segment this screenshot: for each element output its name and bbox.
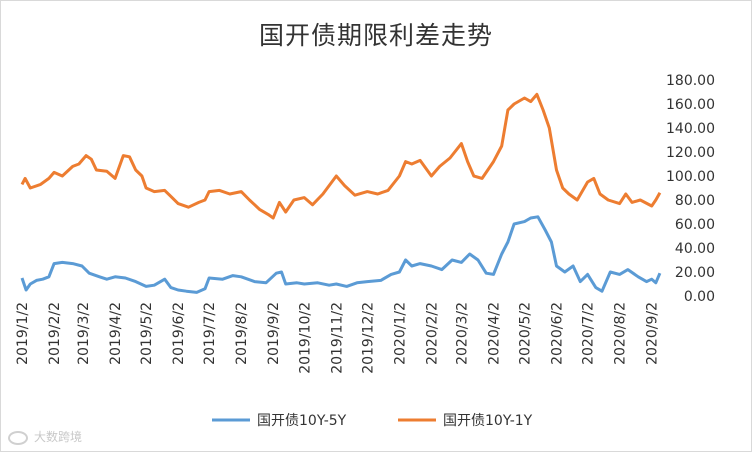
legend-label-2: 国开债10Y-1Y	[443, 413, 533, 429]
x-tick-label: 2019/9/2	[266, 302, 282, 365]
watermark-text: 大数跨境	[34, 430, 83, 444]
x-tick-label: 2020/5/2	[518, 302, 534, 365]
series-line-1	[20, 215, 662, 294]
legend-label-1: 国开债10Y-5Y	[257, 413, 347, 429]
y-tick-label: 160.00	[666, 97, 715, 113]
x-tick-label: 2020/8/2	[613, 302, 629, 365]
x-tick-label: 2019/11/2	[329, 302, 345, 374]
y-tick-label: 40.00	[675, 241, 715, 257]
x-tick-label: 2019/3/2	[76, 302, 92, 365]
chart-title: 国开债期限利差走势	[258, 21, 493, 50]
x-tick-label: 2020/6/2	[550, 302, 566, 365]
x-tick-label: 2019/12/2	[360, 302, 376, 374]
x-tick-label: 2020/9/2	[645, 302, 661, 365]
x-tick-label: 2020/1/2	[392, 302, 408, 365]
y-tick-label: 60.00	[675, 217, 715, 233]
series-line-2	[20, 92, 662, 220]
watermark: 大数跨境	[8, 428, 82, 445]
x-tick-label: 2019/8/2	[234, 302, 250, 365]
x-tick-label: 2019/5/2	[139, 302, 155, 365]
y-tick-label: 180.00	[666, 73, 715, 89]
x-tick-label: 2020/4/2	[487, 302, 503, 365]
watermark-logo-icon	[8, 430, 28, 445]
y-tick-label: 80.00	[675, 193, 715, 209]
x-tick-label: 2019/4/2	[108, 302, 124, 365]
y-tick-label: 0.00	[684, 289, 715, 305]
y-tick-label: 100.00	[666, 169, 715, 185]
x-tick-label: 2020/7/2	[581, 302, 597, 365]
y-tick-label: 140.00	[666, 121, 715, 137]
x-tick-label: 2019/1/2	[15, 302, 31, 365]
x-tick-label: 2019/10/2	[297, 302, 313, 374]
y-tick-label: 20.00	[675, 265, 715, 281]
x-tick-label: 2019/6/2	[171, 302, 187, 365]
y-tick-label: 120.00	[666, 145, 715, 161]
x-tick-label: 2019/2/2	[47, 302, 63, 365]
x-tick-label: 2019/7/2	[202, 302, 218, 365]
x-tick-label: 2020/2/2	[424, 302, 440, 365]
x-tick-label: 2020/3/2	[454, 302, 470, 365]
